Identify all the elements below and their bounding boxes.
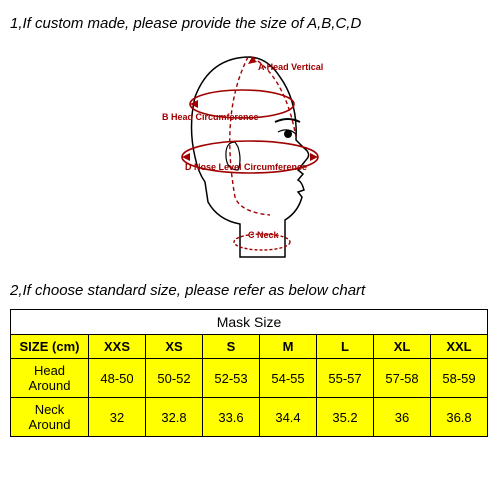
cell: 54-55: [260, 359, 317, 398]
table-title: Mask Size: [11, 310, 488, 335]
label-a: A Head Vertical: [258, 62, 323, 72]
cell: 55-57: [317, 359, 374, 398]
header-l: L: [317, 335, 374, 359]
cell: 35.2: [317, 398, 374, 437]
header-xs: XS: [146, 335, 203, 359]
table-row: Head Around 48-50 50-52 52-53 54-55 55-5…: [11, 359, 488, 398]
cell: 32: [89, 398, 146, 437]
cell: 50-52: [146, 359, 203, 398]
header-xl: XL: [374, 335, 431, 359]
measure-a-vertical-back: [230, 57, 270, 215]
cell: 48-50: [89, 359, 146, 398]
row-label-neck: Neck Around: [11, 398, 89, 437]
table-row: Neck Around 32 32.8 33.6 34.4 35.2 36 36…: [11, 398, 488, 437]
cell: 58-59: [431, 359, 488, 398]
head-measurement-diagram: A Head Vertical B Head Circumference D N…: [10, 42, 490, 267]
cell: 34.4: [260, 398, 317, 437]
header-m: M: [260, 335, 317, 359]
instruction-1: 1,If custom made, please provide the siz…: [10, 15, 490, 32]
header-s: S: [203, 335, 260, 359]
cell: 32.8: [146, 398, 203, 437]
header-xxs: XXS: [89, 335, 146, 359]
table-header-row: SIZE (cm) XXS XS S M L XL XXL: [11, 335, 488, 359]
label-c: C Neck: [248, 230, 280, 240]
instruction-2: 2,If choose standard size, please refer …: [10, 282, 490, 299]
pupil: [284, 130, 292, 138]
label-d: D Nose Level Circumference: [185, 162, 307, 172]
header-xxl: XXL: [431, 335, 488, 359]
label-b: B Head Circumference: [162, 112, 259, 122]
table-title-row: Mask Size: [11, 310, 488, 335]
header-size: SIZE (cm): [11, 335, 89, 359]
cell: 36.8: [431, 398, 488, 437]
head-diagram-svg: A Head Vertical B Head Circumference D N…: [120, 42, 380, 262]
cell: 52-53: [203, 359, 260, 398]
size-chart-table: Mask Size SIZE (cm) XXS XS S M L XL XXL …: [10, 309, 488, 437]
row-label-head: Head Around: [11, 359, 89, 398]
cell: 57-58: [374, 359, 431, 398]
head-outline-path: [192, 57, 309, 257]
cell: 36: [374, 398, 431, 437]
cell: 33.6: [203, 398, 260, 437]
